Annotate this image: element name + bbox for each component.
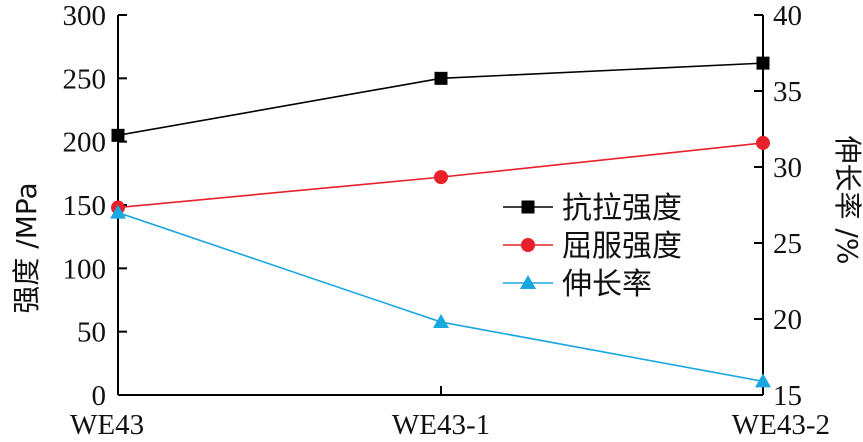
axes: 0 50 100 150 200 250 300 15 20 25 30 35 40 WE43 WE43-1…	[63, 0, 831, 441]
data-point	[756, 135, 770, 150]
legend-item: 伸长率	[503, 267, 652, 302]
y-right-tick-label: 35	[773, 76, 802, 108]
y-right-tick-label: 20	[773, 304, 802, 336]
data-point	[433, 314, 449, 329]
legend-item: 抗拉强度	[503, 191, 682, 226]
y-left-tick-label: 300	[63, 0, 107, 32]
y-axis-right-label: 伸长率 /%	[831, 136, 863, 265]
legend-marker	[520, 275, 536, 289]
data-point	[434, 71, 448, 85]
y-left-tick-label: 100	[63, 253, 107, 285]
data-point	[756, 56, 770, 70]
x-tick-label: WE43	[70, 409, 144, 441]
data-point	[755, 373, 771, 388]
legend-label: 屈服强度	[562, 229, 682, 264]
legend-label: 抗拉强度	[562, 191, 682, 226]
y-left-tick-label: 0	[92, 380, 107, 412]
legend-marker	[521, 200, 535, 214]
y-left-tick-label: 150	[63, 190, 107, 222]
y-left-tick-label: 200	[63, 127, 107, 159]
series-layer	[110, 56, 771, 388]
y-right-tick-label: 15	[773, 380, 802, 412]
y-right-tick-label: 30	[773, 152, 802, 184]
y-axis-left-label: 强度 /MPa	[10, 182, 43, 313]
y-left-tick-label: 250	[63, 63, 107, 95]
legend-item: 屈服强度	[503, 229, 682, 264]
legend-marker	[521, 238, 535, 252]
x-tick-label: WE43-2	[732, 409, 830, 441]
data-point	[111, 128, 125, 142]
series-1	[111, 56, 770, 142]
x-tick-label: WE43-1	[392, 409, 490, 441]
legend-label: 伸长率	[562, 267, 652, 302]
y-right-tick-label: 40	[773, 0, 802, 32]
y-right-tick-label: 25	[773, 228, 802, 260]
data-point	[434, 170, 448, 185]
y-left-tick-label: 50	[77, 317, 106, 349]
data-point	[110, 204, 126, 219]
series-3	[110, 204, 771, 388]
